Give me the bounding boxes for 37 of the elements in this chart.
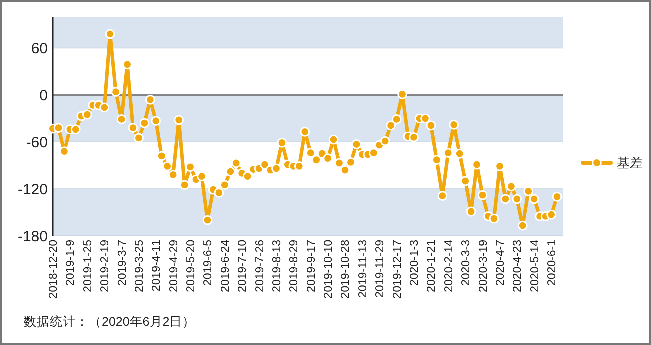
y-tick-label: 60 [31, 40, 48, 58]
x-tick-label: 2019-1-25 [82, 240, 94, 292]
x-tick-label: 2020-3-19 [478, 240, 490, 292]
x-tick-label: 2019-2-19 [100, 240, 112, 292]
text: 数据统计：（2020年6月2日） [24, 315, 196, 329]
x-tick-label: 2020-5-14 [529, 239, 542, 292]
x-tick-label: 2019-3-7 [116, 240, 129, 286]
x-tick-label: 2020-2-14 [443, 239, 456, 292]
x-tick-label: 2019-10-10 [323, 240, 336, 299]
y-tick-label: -120 [18, 181, 48, 198]
x-tick-label: 2019-7-10 [237, 240, 250, 292]
x-tick-label: 2019-11-29 [374, 240, 387, 298]
x-tick-label: 2019-4-11 [151, 240, 164, 292]
x-tick-label: 2019-12-17 [392, 240, 404, 299]
x-tick-label: 2019-10-28 [340, 240, 352, 299]
y-tick-label: -180 [18, 228, 48, 246]
x-tick-label: 2019-8-13 [271, 240, 284, 292]
x-tick-label: 2020-4-23 [512, 240, 524, 292]
legend-label: 基差 [617, 156, 643, 171]
x-tick-label: 2019-1-9 [65, 240, 78, 286]
x-tick-label: 2019-5-20 [186, 240, 198, 292]
x-tick-label: 2019-6-24 [220, 239, 232, 292]
x-tick-label: 2020-3-3 [460, 240, 473, 286]
x-tick-label: 2020-1-21 [426, 240, 438, 292]
x-tick-label: 2018-12-20 [48, 240, 60, 299]
x-tick-label: 2019-11-13 [357, 240, 370, 298]
y-tick-label: -60 [26, 134, 48, 152]
x-tick-label: 2020-4-7 [494, 240, 507, 286]
x-tick-label: 2019-4-29 [168, 240, 180, 292]
x-tick-label: 2019-6-5 [202, 240, 215, 286]
x-tick-label: 2020-1-3 [409, 240, 422, 286]
x-tick-label: 2020-6-1 [546, 240, 559, 286]
x-tick-label: 2019-8-29 [288, 240, 301, 292]
x-tick-label: 2019-9-17 [306, 240, 318, 292]
x-tick-label: 2019-3-25 [134, 240, 146, 292]
x-tick-label: 2019-7-26 [254, 240, 266, 292]
y-tick-label: 0 [40, 87, 48, 104]
